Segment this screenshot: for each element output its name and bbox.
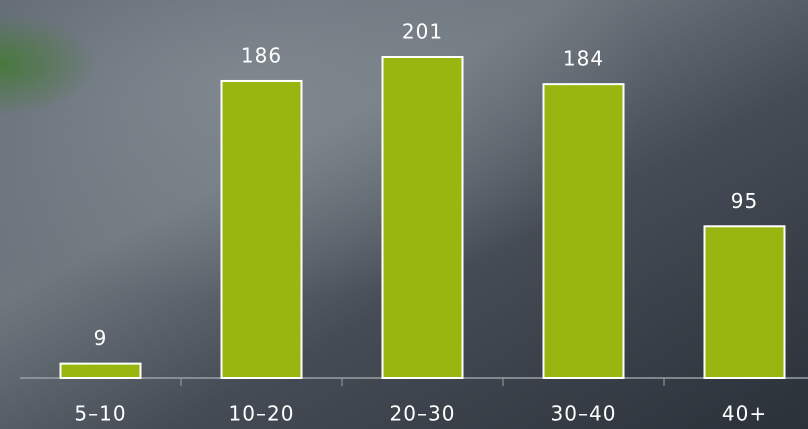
value-label: 9 (94, 326, 108, 350)
x-tick-label: 10–20 (229, 402, 295, 426)
x-tick-label: 40+ (722, 402, 767, 426)
bar (59, 362, 142, 380)
value-label: 201 (402, 20, 443, 44)
value-label: 184 (563, 47, 604, 71)
x-tick-label: 5–10 (74, 402, 126, 426)
value-label: 186 (241, 43, 282, 67)
bar (542, 83, 625, 379)
value-label: 95 (731, 189, 758, 213)
x-tick-label: 30–40 (551, 402, 617, 426)
bar (220, 79, 303, 379)
bar (381, 56, 464, 380)
bar (703, 225, 786, 379)
x-tick-label: 20–30 (390, 402, 456, 426)
